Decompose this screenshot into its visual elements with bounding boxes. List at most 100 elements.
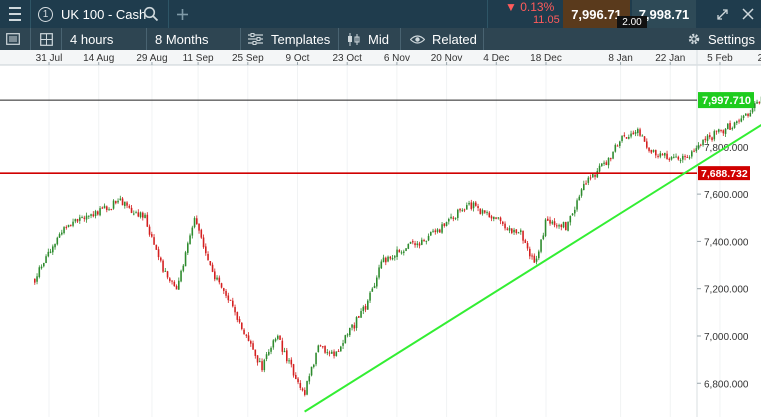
candlestick-series xyxy=(34,96,761,397)
templates-button[interactable]: Templates xyxy=(248,28,330,50)
chart-toolbar: 4 hours 8 Months Templates Mid Related S… xyxy=(0,28,761,50)
candle-body xyxy=(614,144,617,152)
candle-body xyxy=(598,165,601,172)
candle-body xyxy=(34,278,36,283)
spread-badge: 2.00 xyxy=(617,16,647,28)
candle-body xyxy=(385,257,387,263)
candle-body xyxy=(484,210,486,213)
candle-body xyxy=(128,205,131,208)
price-chart[interactable]: 31 Jul 14 Aug 29 Aug 11 Sep 25 Sep 9 Oct 23 Oc… xyxy=(0,50,761,417)
candle-body xyxy=(409,241,412,244)
x-tick-label: 6 Nov xyxy=(384,53,410,64)
x-tick-label: 8 Jan xyxy=(608,53,632,64)
candle-body xyxy=(587,177,590,183)
candle-body xyxy=(205,246,207,254)
range-selector[interactable]: 8 Months xyxy=(155,31,209,47)
candle-body xyxy=(270,347,272,352)
search-icon[interactable] xyxy=(143,0,159,28)
candle-body xyxy=(758,102,761,104)
candle-body xyxy=(535,258,538,262)
candle-body xyxy=(360,311,362,318)
candle-body xyxy=(396,249,398,257)
buy-price-button[interactable]: 7,998.71 xyxy=(632,0,696,28)
interval-selector[interactable]: 4 hours xyxy=(70,31,114,47)
instrument-name: UK 100 - Cash xyxy=(61,6,147,22)
candle-body xyxy=(151,234,153,237)
candle-body xyxy=(164,270,167,272)
candle-body xyxy=(585,183,587,185)
candle-body xyxy=(101,207,104,209)
layout-grid-icon[interactable] xyxy=(40,28,53,50)
candle-body xyxy=(544,219,547,236)
panel-toggle-icon[interactable] xyxy=(6,28,20,50)
candle-body xyxy=(565,222,567,230)
candle-body xyxy=(652,150,655,152)
expand-icon[interactable] xyxy=(716,0,729,28)
candle-body xyxy=(342,343,344,346)
candle-body xyxy=(358,316,360,318)
close-icon[interactable] xyxy=(742,0,754,28)
candle-body xyxy=(459,208,461,211)
candle-body xyxy=(522,231,524,241)
x-tick-label: 18 Dec xyxy=(530,53,562,64)
divider xyxy=(400,28,401,50)
candle-body xyxy=(529,248,531,257)
candle-body xyxy=(686,156,689,158)
candle-body xyxy=(466,205,468,210)
instrument-tab[interactable]: 1 UK 100 - Cash xyxy=(38,0,146,28)
trendline[interactable] xyxy=(304,102,761,413)
sell-price-button[interactable]: 7,996.71 xyxy=(563,0,630,28)
candle-body xyxy=(675,156,677,158)
candle-body xyxy=(736,121,738,124)
price-type-button[interactable]: Mid xyxy=(347,28,389,50)
candle-body xyxy=(130,207,133,213)
candle-body xyxy=(126,202,128,206)
candle-body xyxy=(214,271,216,280)
candle-body xyxy=(513,229,515,233)
candle-body xyxy=(612,151,614,159)
candle-body xyxy=(693,150,695,152)
candle-body xyxy=(499,217,502,222)
candle-body xyxy=(727,123,729,130)
y-tick-label: 7,400.000 xyxy=(704,237,749,248)
candle-body xyxy=(79,217,81,221)
candle-body xyxy=(180,270,182,282)
candle-body xyxy=(191,227,194,236)
candle-body xyxy=(430,232,432,236)
candle-body xyxy=(648,147,650,151)
candle-body xyxy=(189,235,191,244)
settings-button[interactable]: Settings xyxy=(687,28,755,50)
candle-body xyxy=(265,354,268,360)
candle-body xyxy=(207,254,209,261)
candle-body xyxy=(319,345,322,347)
candle-body xyxy=(218,277,221,283)
candle-body xyxy=(121,198,124,206)
candle-body xyxy=(722,130,725,134)
candle-body xyxy=(43,262,45,267)
candle-body xyxy=(580,189,583,196)
candle-body xyxy=(504,223,506,229)
current-price-label: 7,997.710 xyxy=(702,95,751,107)
candle-body xyxy=(229,299,232,301)
related-button[interactable]: Related xyxy=(410,28,477,50)
candle-body xyxy=(63,227,65,234)
candle-body xyxy=(232,300,234,307)
candle-body xyxy=(344,335,347,344)
x-tick-label: 14 Aug xyxy=(83,53,114,64)
candle-body xyxy=(38,267,41,278)
candle-body xyxy=(641,135,644,137)
candle-body xyxy=(697,145,700,149)
candle-body xyxy=(549,219,551,224)
candle-body xyxy=(616,145,619,147)
candle-body xyxy=(578,196,581,201)
candle-body xyxy=(137,212,140,217)
candle-body xyxy=(301,388,304,391)
menu-icon[interactable] xyxy=(7,0,23,28)
candle-body xyxy=(371,288,374,292)
candle-body xyxy=(560,224,563,228)
candle-body xyxy=(542,235,545,240)
candle-body xyxy=(387,256,389,262)
add-tab-icon[interactable] xyxy=(176,0,189,28)
candle-body xyxy=(679,160,682,162)
candle-body xyxy=(452,217,455,219)
